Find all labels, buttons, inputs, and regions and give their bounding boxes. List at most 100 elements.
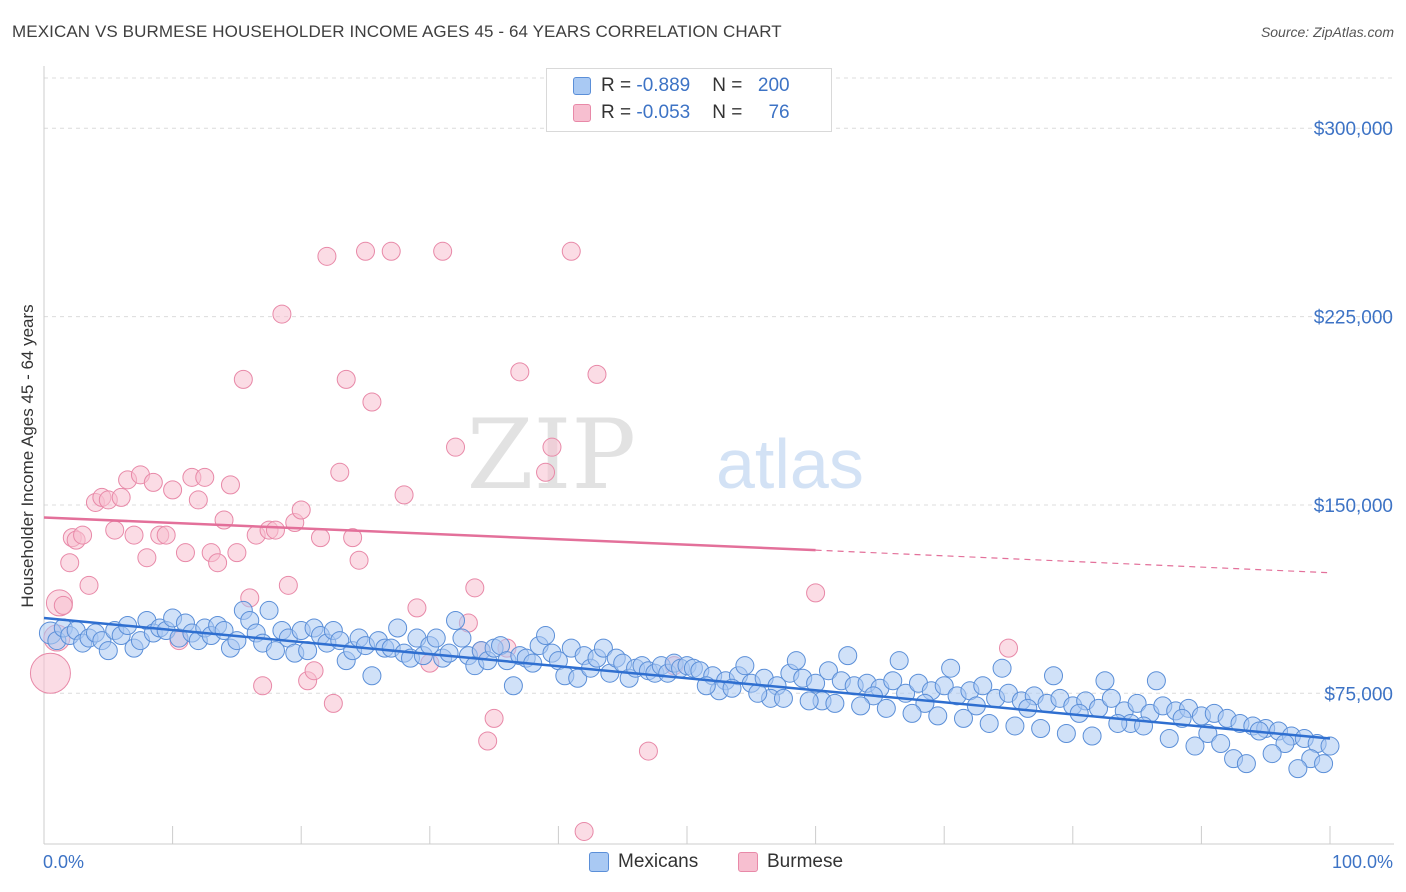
burmese-point: [111, 487, 131, 507]
burmese-point: [310, 528, 330, 548]
trend-lines: [43, 516, 1331, 740]
bottom-legend-label-mexicans: Mexicans: [618, 851, 699, 872]
bottom-legend-mexicans: Mexicans: [589, 851, 698, 873]
burmese-series: [29, 241, 1018, 841]
watermark-atlas: atlas: [716, 425, 864, 503]
mexican-point: [992, 658, 1012, 678]
source-label: Source: ZipAtlas.com: [1260, 24, 1394, 40]
mexican-point: [362, 666, 382, 686]
mexican-point: [806, 673, 826, 693]
burmese-point: [304, 661, 324, 681]
mexican-point: [1211, 734, 1231, 754]
mexican-point: [446, 610, 466, 630]
legend-n-value: 76: [768, 102, 790, 123]
y-tick-label: $75,000: [1324, 684, 1393, 705]
burmese-point: [233, 369, 253, 389]
mexicans-series: [38, 600, 1340, 779]
burmese-point: [356, 241, 375, 261]
burmese-point: [465, 578, 485, 598]
legend-n-label: N =: [712, 102, 748, 123]
burmese-point: [60, 553, 80, 573]
burmese-point: [29, 652, 71, 694]
mexican-point: [825, 693, 845, 713]
x-tick-label-min: 0.0%: [43, 852, 85, 872]
burmese-point: [574, 821, 594, 841]
burmese-point: [272, 304, 292, 324]
burmese-point: [394, 485, 414, 505]
burmese-point: [265, 520, 285, 540]
mexican-point: [851, 696, 871, 716]
y-tick-label: $225,000: [1314, 308, 1393, 329]
burmese-point: [999, 638, 1018, 658]
legend-swatch-mexicans: [573, 77, 591, 95]
mexican-point: [1082, 726, 1102, 746]
burmese-point: [317, 246, 337, 266]
burmese-point: [336, 369, 356, 389]
mexican-point: [265, 641, 285, 661]
burmese-point: [561, 241, 581, 261]
y-tick-labels: $75,000 $150,000 $225,000 $300,000: [1314, 119, 1393, 705]
mexican-point: [439, 643, 459, 663]
burmese-point: [220, 475, 240, 495]
burmese-point: [446, 437, 466, 457]
watermark: ZIP atlas: [467, 399, 864, 511]
burmese-point: [478, 731, 498, 751]
burmese-point: [806, 583, 826, 603]
mexican-point: [503, 676, 523, 696]
mexican-point: [876, 698, 896, 718]
burmese-trend-extension: [815, 549, 1331, 574]
burmese-point: [587, 364, 607, 384]
burmese-point: [124, 525, 144, 545]
mexican-point: [838, 646, 858, 666]
legend-n-value: 200: [757, 75, 790, 96]
mexican-point: [1314, 754, 1334, 774]
mexican-point: [941, 658, 961, 678]
burmese-point: [407, 598, 427, 618]
burmese-point: [208, 553, 228, 573]
mexican-point: [1005, 716, 1025, 736]
mexican-point: [973, 676, 993, 696]
mexican-point: [1031, 718, 1051, 738]
mexican-point: [388, 618, 408, 638]
mexican-point: [735, 656, 755, 676]
mexican-point: [889, 651, 909, 671]
burmese-point: [143, 472, 163, 492]
y-tick-label: $150,000: [1314, 496, 1393, 517]
mexican-point: [902, 703, 922, 723]
bottom-legend-burmese: Burmese: [738, 851, 843, 873]
mexican-point: [593, 638, 613, 658]
burmese-point: [510, 362, 530, 382]
burmese-point: [175, 543, 195, 563]
mexican-point: [1236, 754, 1256, 774]
y-axis-label: Householder Income Ages 45 - 64 years: [18, 304, 37, 608]
burmese-point: [381, 241, 401, 261]
burmese-point: [343, 528, 363, 548]
mexican-point: [536, 626, 556, 646]
burmese-point: [105, 520, 125, 540]
legend-n-label: N =: [712, 75, 748, 96]
burmese-point: [638, 741, 658, 761]
mexican-point: [1159, 729, 1179, 749]
burmese-point: [137, 548, 157, 568]
burmese-point: [362, 392, 382, 412]
burmese-point: [433, 241, 453, 261]
mexican-point: [934, 676, 954, 696]
mexican-point: [1146, 671, 1166, 691]
burmese-point: [542, 437, 562, 457]
correlation-legend: R = -0.889 N = 200 R = -0.053 N = 76: [546, 68, 832, 132]
mexican-point: [1198, 723, 1218, 743]
legend-row-burmese: R = -0.053 N = 76: [573, 100, 790, 126]
burmese-point: [330, 462, 350, 482]
mexican-point: [1262, 744, 1282, 764]
mexican-point: [1185, 736, 1205, 756]
burmese-point: [73, 525, 93, 545]
mexican-point: [1056, 723, 1076, 743]
mexican-point: [928, 706, 948, 726]
burmese-point: [253, 676, 273, 696]
mexican-point: [773, 688, 793, 708]
burmese-point: [227, 543, 247, 563]
x-tick-label-max: 100.0%: [1331, 852, 1393, 872]
bottom-legend-swatch-burmese: [738, 852, 758, 872]
mexican-point: [426, 628, 446, 648]
mexican-point: [1101, 688, 1121, 708]
